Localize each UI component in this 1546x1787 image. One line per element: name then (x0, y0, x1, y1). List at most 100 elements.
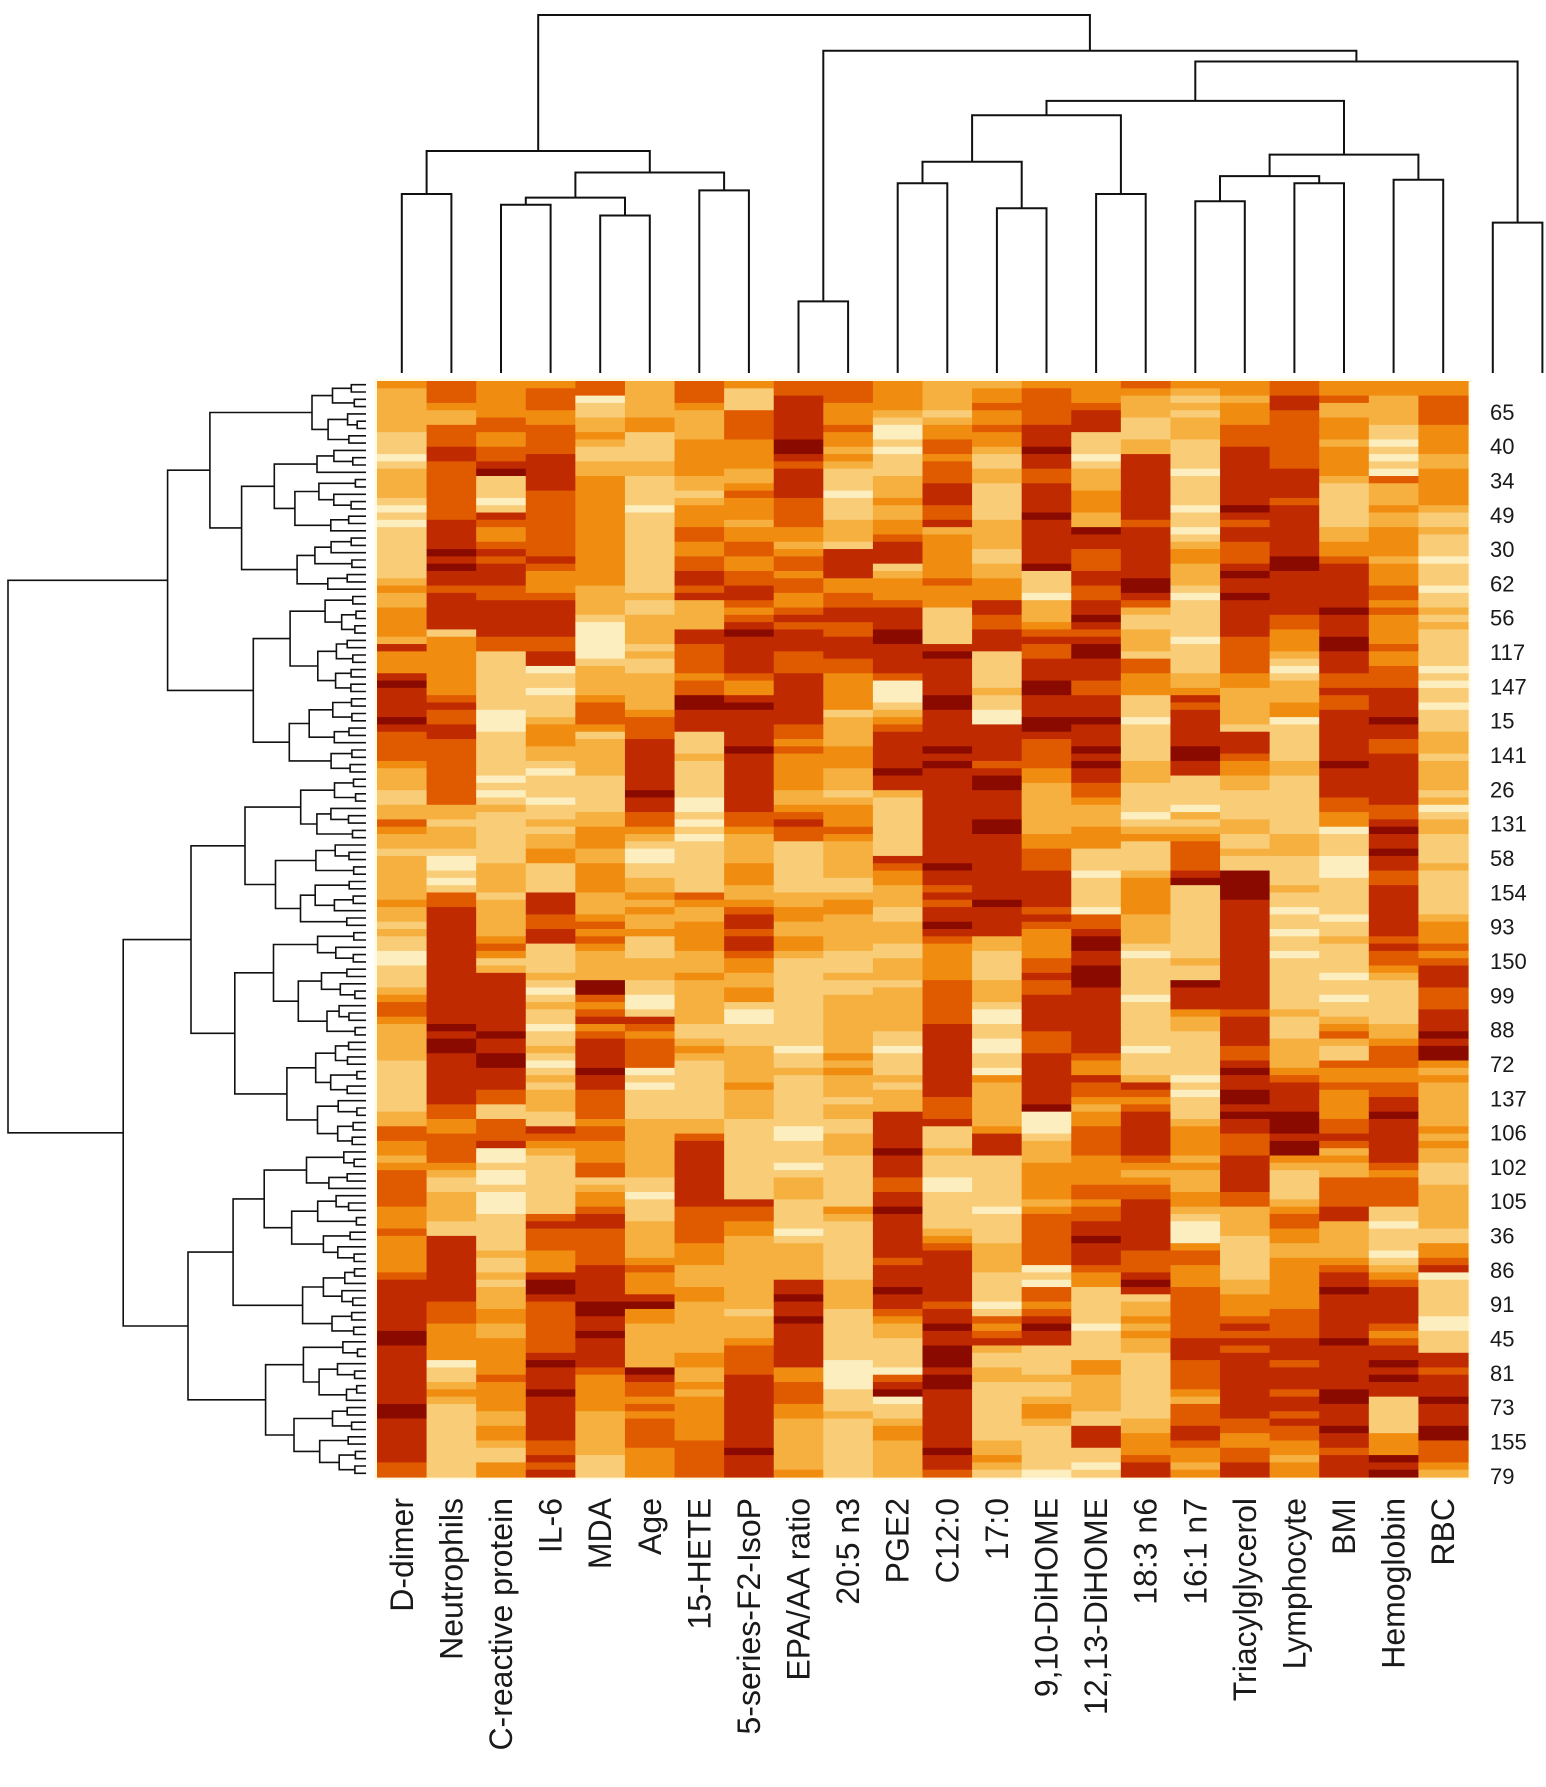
heatmap-cell (476, 768, 527, 777)
heatmap-cell (724, 658, 775, 667)
heatmap-cell (377, 1294, 428, 1303)
heatmap-cell (575, 1031, 626, 1040)
heatmap-cell (1071, 680, 1122, 689)
heatmap-cell (624, 1023, 676, 1032)
heatmap-cell (1319, 812, 1370, 820)
heatmap-cell (624, 782, 676, 791)
heatmap-cell (1418, 1075, 1469, 1084)
heatmap-cell (1418, 1294, 1469, 1303)
heatmap-cell (1368, 1002, 1420, 1010)
heatmap-cell (525, 395, 576, 404)
heatmap-cell (575, 395, 626, 404)
heatmap-cell (823, 570, 874, 579)
heatmap-cell (1120, 695, 1172, 704)
heatmap-cell (1220, 1177, 1271, 1186)
heatmap-cell (1269, 1148, 1320, 1157)
heatmap-cell (724, 834, 775, 842)
heatmap-cell (773, 739, 824, 747)
heatmap-cell (1418, 1462, 1469, 1471)
row-label: 91 (1490, 1292, 1514, 1317)
heatmap-cell (1120, 424, 1172, 433)
heatmap-cell (922, 519, 973, 528)
heatmap-cell (773, 658, 824, 667)
heatmap-cell (1418, 804, 1469, 813)
heatmap-cell (624, 680, 676, 689)
heatmap-cell (624, 1067, 676, 1076)
heatmap-cell (1170, 1170, 1221, 1179)
heatmap-cell (426, 870, 477, 879)
heatmap-cell (1170, 914, 1221, 923)
heatmap-cell (972, 790, 1023, 799)
heatmap-cell (1269, 549, 1320, 557)
heatmap-cell (724, 585, 775, 594)
heatmap-cell (1269, 877, 1320, 886)
heatmap-cell (1368, 841, 1420, 850)
heatmap-cell (1319, 439, 1370, 448)
heatmap-cell (624, 381, 676, 389)
heatmap-cell (1220, 980, 1271, 989)
heatmap-cell (525, 1118, 576, 1127)
heatmap-cell (773, 1374, 824, 1383)
heatmap-cell (773, 936, 824, 945)
heatmap-cell (1120, 1170, 1172, 1179)
heatmap-cell (872, 885, 924, 894)
heatmap-cell (674, 1082, 725, 1091)
heatmap-cell (1220, 1265, 1271, 1274)
heatmap-cell (674, 563, 725, 572)
heatmap-cell (872, 687, 924, 696)
heatmap-cell (972, 432, 1023, 441)
heatmap-cell (1418, 1082, 1469, 1091)
heatmap-cell (1269, 563, 1320, 572)
heatmap-cell (525, 1360, 576, 1368)
column-dendrogram-branch (500, 203, 552, 373)
heatmap-cell (1418, 1060, 1469, 1069)
heatmap-cell (426, 1053, 477, 1062)
heatmap-cell (1269, 1192, 1320, 1200)
heatmap-cell (1071, 644, 1122, 652)
heatmap-cell (1319, 395, 1370, 404)
heatmap-cell (773, 892, 824, 901)
heatmap-cell (972, 1118, 1023, 1127)
heatmap-cell (1220, 1338, 1271, 1347)
heatmap-cell (724, 497, 775, 506)
heatmap-cell (1170, 1440, 1221, 1449)
row-dendrogram-branch (348, 435, 366, 444)
heatmap-cell (1368, 1060, 1420, 1069)
heatmap-cell (624, 1316, 676, 1325)
heatmap-cell (1120, 775, 1172, 784)
heatmap-cell (1368, 578, 1420, 587)
heatmap-cell (377, 1469, 428, 1478)
heatmap-cell (476, 1002, 527, 1010)
heatmap-cell (972, 1002, 1023, 1010)
heatmap-cell (773, 497, 824, 506)
heatmap-cell (972, 549, 1023, 557)
heatmap-cell (1170, 1162, 1221, 1171)
heatmap-cell (624, 1206, 676, 1215)
heatmap-cell (922, 768, 973, 777)
heatmap-cell (823, 1199, 874, 1208)
heatmap-cell (1368, 1206, 1420, 1215)
heatmap-cell (773, 1338, 824, 1347)
heatmap-cell (872, 1126, 924, 1135)
heatmap-cell (823, 1418, 874, 1427)
row-dendrogram-branch (347, 515, 366, 525)
heatmap-cell (823, 417, 874, 426)
heatmap-cell (724, 921, 775, 930)
heatmap-cell (1418, 1425, 1469, 1434)
heatmap-cell (1170, 578, 1221, 587)
heatmap-cell (972, 1089, 1023, 1098)
heatmap-cell (773, 1265, 824, 1274)
heatmap-cell (426, 804, 477, 813)
heatmap-cell (377, 1162, 428, 1171)
heatmap-cell (1220, 797, 1271, 806)
heatmap-cell (525, 1002, 576, 1010)
row-dendrogram-branch (338, 1004, 366, 1018)
heatmap-cell (476, 1352, 527, 1361)
heatmap-cell (624, 563, 676, 572)
heatmap-cell (674, 1294, 725, 1303)
heatmap-cell (872, 1228, 924, 1237)
heatmap-cell (575, 446, 626, 455)
heatmap-cell (1269, 768, 1320, 777)
heatmap-cell (1071, 1257, 1122, 1266)
heatmap-cell (1021, 497, 1072, 506)
